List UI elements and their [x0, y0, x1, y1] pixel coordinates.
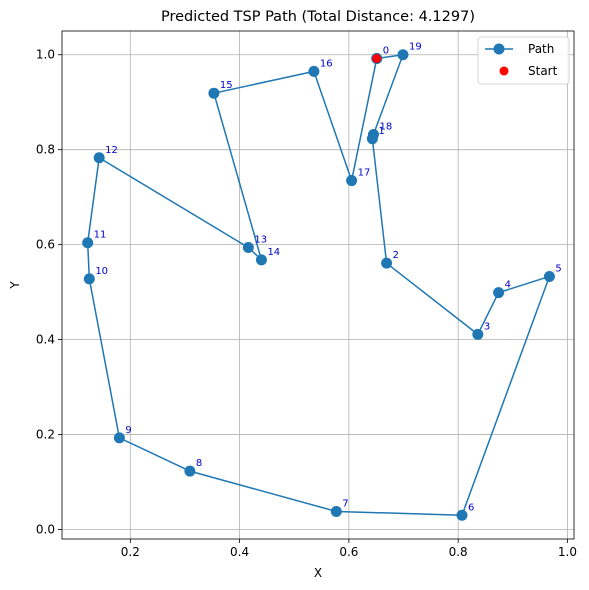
path-point: [397, 49, 409, 61]
point-label: 0: [383, 46, 389, 57]
chart-title: Predicted TSP Path (Total Distance: 4.12…: [161, 9, 475, 25]
path-point: [381, 257, 393, 269]
point-label: 1: [378, 126, 384, 137]
point-label: 10: [95, 266, 108, 277]
legend-start-label: Start: [528, 64, 558, 78]
y-axis-label: Y: [8, 281, 22, 290]
start-series: [372, 54, 382, 64]
point-label: 13: [254, 234, 267, 245]
x-tick-label: 0.4: [230, 545, 249, 559]
y-tick-label: 0.4: [36, 333, 55, 347]
path-point: [308, 65, 320, 77]
start-point: [372, 54, 382, 64]
path-point: [184, 465, 196, 477]
y-tick-label: 0.2: [36, 428, 55, 442]
y-tick-label: 0.8: [36, 143, 55, 157]
path-point: [472, 328, 484, 340]
x-tick-label: 1.0: [558, 545, 577, 559]
point-label: 8: [196, 458, 202, 469]
path-point: [208, 87, 220, 99]
point-label: 18: [379, 121, 392, 132]
path-line: [86, 53, 551, 517]
y-tick-label: 0.6: [36, 238, 55, 252]
point-label: 9: [125, 425, 131, 436]
path-point: [366, 133, 378, 145]
point-label: 5: [555, 263, 561, 274]
path-point: [82, 237, 94, 249]
axes: 0.2 0.4 0.6 0.8 1.0 0.0 0.2 0.4 0.6 0.8 1.0: [36, 30, 577, 559]
path-point: [330, 505, 342, 517]
path-point: [93, 152, 105, 164]
point-label: 6: [468, 502, 474, 513]
path-point: [242, 241, 254, 253]
point-label: 15: [220, 80, 233, 91]
point-label: 4: [505, 280, 511, 291]
point-label: 11: [94, 230, 107, 241]
path-point: [255, 254, 267, 266]
path-point: [113, 432, 125, 444]
grid: [62, 31, 574, 539]
x-tick-label: 0.6: [339, 545, 358, 559]
point-label: 16: [320, 58, 333, 69]
legend-path-label: Path: [528, 42, 554, 56]
x-axis-label: X: [314, 566, 322, 580]
path-point: [83, 273, 95, 285]
point-label: 14: [267, 247, 280, 258]
path-point: [493, 287, 505, 299]
x-tick-label: 0.8: [449, 545, 468, 559]
path-point: [456, 509, 468, 521]
y-tick-label: 1.0: [36, 48, 55, 62]
point-label: 19: [409, 42, 422, 53]
x-tick-label: 0.2: [121, 545, 140, 559]
point-label: 2: [393, 250, 399, 261]
point-label: 12: [105, 145, 118, 156]
plot-frame: [61, 30, 575, 540]
point-label: 3: [484, 321, 490, 332]
legend: Path Start: [477, 36, 570, 85]
point-label: 7: [342, 498, 348, 509]
y-tick-label: 0.0: [36, 523, 55, 537]
path-series: [82, 49, 555, 521]
legend-path-marker: [493, 43, 505, 55]
path-point: [543, 270, 555, 282]
legend-start-marker: [499, 66, 509, 76]
path-point: [346, 175, 358, 187]
point-label: 17: [358, 168, 371, 179]
